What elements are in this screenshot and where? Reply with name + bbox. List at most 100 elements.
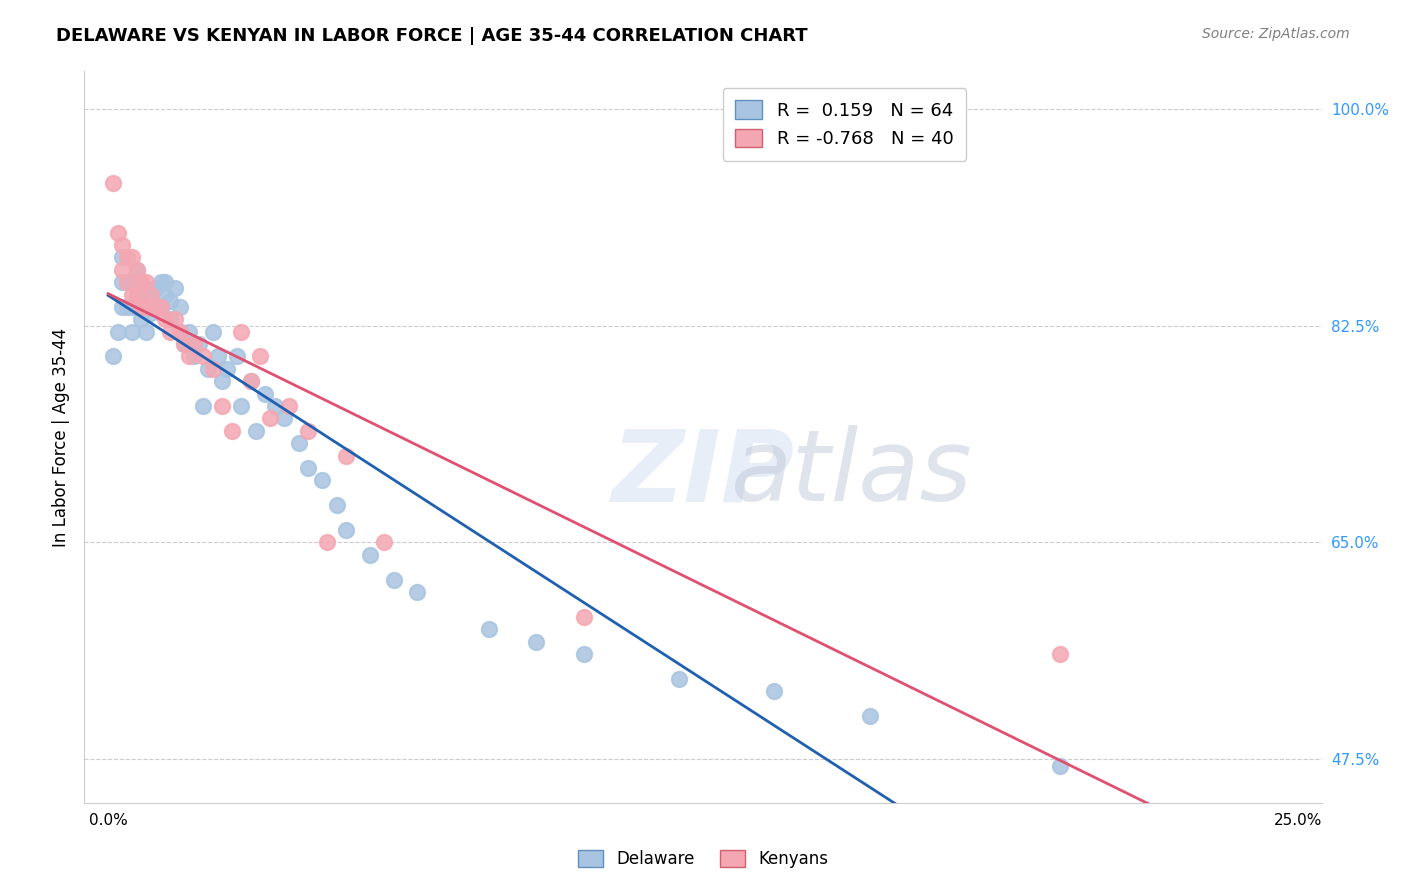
Delaware [254,386,277,401]
Kenyans [231,325,253,339]
Delaware [231,399,253,413]
Delaware [131,293,153,308]
Kenyans [131,300,153,314]
Delaware [107,325,129,339]
Delaware [311,474,333,488]
Kenyans [121,250,143,264]
Kenyans [211,399,233,413]
Delaware [177,325,200,339]
Delaware [139,287,162,301]
Kenyans [125,262,148,277]
Delaware [163,281,186,295]
Kenyans [201,362,224,376]
Delaware [111,250,134,264]
Kenyans [115,275,138,289]
Delaware [478,622,501,636]
Delaware [149,300,172,314]
Delaware [169,300,191,314]
Kenyans [101,176,124,190]
Delaware [1049,758,1071,772]
Delaware [169,325,191,339]
Delaware [263,399,285,413]
Delaware [139,306,162,320]
Text: ZIP: ZIP [612,425,794,522]
Text: atlas: atlas [731,425,973,522]
Kenyans [111,262,134,277]
Delaware [183,350,205,364]
Delaware [115,300,138,314]
Delaware [131,312,153,326]
Kenyans [115,250,138,264]
Delaware [159,312,181,326]
Kenyans [373,535,395,549]
Delaware [211,374,233,388]
Kenyans [183,337,205,351]
Kenyans [193,350,215,364]
Kenyans [316,535,339,549]
Kenyans [259,411,281,425]
Delaware [359,548,381,562]
Delaware [201,325,224,339]
Kenyans [139,287,162,301]
Delaware [273,411,295,425]
Kenyans [239,374,262,388]
Delaware [763,684,786,698]
Delaware [382,573,405,587]
Kenyans [111,238,134,252]
Legend: Delaware, Kenyans: Delaware, Kenyans [571,843,835,875]
Delaware [187,337,209,351]
Delaware [155,275,177,289]
Kenyans [335,449,357,463]
Kenyans [177,350,200,364]
Delaware [668,672,690,686]
Delaware [193,399,215,413]
Kenyans [278,399,301,413]
Kenyans [131,275,153,289]
Delaware [125,281,148,295]
Delaware [155,287,177,301]
Delaware [121,275,143,289]
Kenyans [107,226,129,240]
Delaware [111,275,134,289]
Delaware [101,350,124,364]
Delaware [325,498,347,512]
Kenyans [173,337,195,351]
Delaware [145,281,167,295]
Delaware [121,325,143,339]
Kenyans [163,312,186,326]
Delaware [245,424,267,438]
Delaware [121,300,143,314]
Delaware [111,300,134,314]
Delaware [297,461,319,475]
Kenyans [135,275,157,289]
Delaware [287,436,309,450]
Delaware [135,325,157,339]
Kenyans [155,312,177,326]
Delaware [225,350,247,364]
Delaware [159,293,181,308]
Delaware [217,362,239,376]
Kenyans [135,300,157,314]
Y-axis label: In Labor Force | Age 35-44: In Labor Force | Age 35-44 [52,327,70,547]
Delaware [135,281,157,295]
Kenyans [572,610,595,624]
Kenyans [221,424,243,438]
Delaware [145,300,167,314]
Kenyans [145,300,167,314]
Delaware [239,374,262,388]
Delaware [173,337,195,351]
Kenyans [159,325,181,339]
Delaware [197,362,219,376]
Delaware [858,709,880,723]
Kenyans [1239,808,1261,822]
Delaware [207,350,229,364]
Text: DELAWARE VS KENYAN IN LABOR FORCE | AGE 35-44 CORRELATION CHART: DELAWARE VS KENYAN IN LABOR FORCE | AGE … [56,27,808,45]
Delaware [526,634,548,648]
Delaware [131,275,153,289]
Delaware [115,275,138,289]
Delaware [572,647,595,661]
Kenyans [149,300,172,314]
Kenyans [169,325,191,339]
Kenyans [297,424,319,438]
Kenyans [125,287,148,301]
